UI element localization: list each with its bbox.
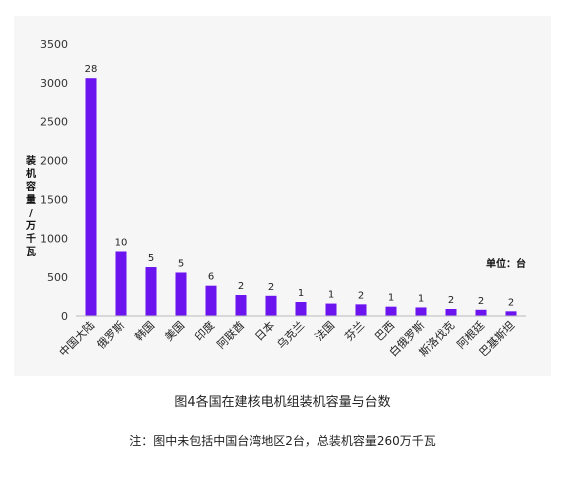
figure-note: 注：图中未包括中国台湾地区2台，总装机容量260万千瓦 — [129, 434, 436, 448]
bar — [85, 78, 97, 316]
chart-panel: 0 500 1000 1500 2000 2500 3000 3500 28 10 5 5 6 2 2 1 1… — [14, 16, 551, 376]
y-tick-label: 2000 — [40, 155, 68, 168]
y-tick-label: 1500 — [40, 193, 68, 206]
y-tick-label: 3000 — [40, 77, 68, 90]
y-tick-label: 0 — [61, 310, 68, 323]
x-category-label: 中国大陆 — [56, 318, 97, 359]
bar — [325, 303, 337, 316]
bars — [85, 78, 517, 316]
y-axis-title: 装机容量 /万千瓦 — [25, 154, 36, 258]
bar — [145, 267, 157, 316]
x-category-label: 法国 — [312, 318, 337, 343]
x-category-label: 印度 — [192, 318, 217, 343]
bar — [235, 295, 247, 316]
bar-data-label: 2 — [478, 296, 484, 307]
y-axis-ticks: 0 500 1000 1500 2000 2500 3000 3500 — [40, 38, 68, 323]
x-category-label: 阿联酋 — [214, 318, 247, 351]
bar-data-label: 28 — [85, 64, 98, 75]
bar-data-label: 2 — [268, 282, 274, 293]
bar — [505, 311, 517, 316]
bar-data-label: 2 — [448, 295, 454, 306]
bar — [115, 251, 127, 316]
x-category-label: 乌克兰 — [274, 318, 307, 351]
y-axis-title-char: 量 — [26, 193, 36, 206]
bar — [415, 307, 427, 316]
bar-data-label: 2 — [238, 281, 244, 292]
bar-data-label: 2 — [508, 297, 514, 308]
bar-data-label: 2 — [358, 290, 364, 301]
bar — [175, 272, 187, 316]
bar-data-label: 10 — [115, 237, 128, 248]
bar — [355, 304, 367, 316]
x-category-label: 日本 — [252, 318, 277, 343]
x-category-label: 俄罗斯 — [95, 319, 128, 352]
bar-chart: 0 500 1000 1500 2000 2500 3000 3500 28 10 5 5 6 2 2 1 1… — [25, 38, 526, 359]
y-axis-title-char: / — [29, 208, 33, 219]
y-tick-label: 1000 — [40, 232, 68, 245]
bar-data-label: 1 — [298, 288, 304, 299]
y-axis-title-char: 瓦 — [26, 246, 36, 258]
y-axis-title-char: 千 — [26, 232, 36, 245]
bar — [295, 302, 307, 316]
y-tick-label: 500 — [47, 271, 68, 284]
bar — [265, 295, 277, 316]
bar-data-label: 1 — [328, 290, 334, 301]
x-category-label: 芬兰 — [342, 319, 367, 344]
bar-data-label: 5 — [178, 258, 184, 269]
x-category-label: 美国 — [162, 319, 187, 344]
bar-data-label: 1 — [388, 293, 394, 304]
x-category-label: 巴西 — [372, 319, 397, 344]
y-axis-title-char: 万 — [25, 220, 36, 232]
bar — [475, 309, 487, 316]
y-tick-label: 2500 — [40, 116, 68, 129]
bar — [205, 285, 217, 316]
bar — [445, 309, 457, 316]
data-labels: 28 10 5 5 6 2 2 1 1 2 1 1 2 2 2 — [85, 64, 515, 308]
x-category-label: 韩国 — [132, 318, 157, 343]
bar-data-label: 6 — [208, 272, 214, 283]
y-tick-label: 3500 — [40, 38, 68, 51]
bar-data-label: 5 — [148, 253, 154, 264]
bar-data-label: 1 — [418, 293, 424, 304]
figure-caption: 图4各国在建核电机组装机容量与台数 — [174, 395, 391, 410]
y-axis-title-char: 容 — [25, 180, 36, 193]
y-axis-title-char: 机 — [26, 167, 36, 180]
y-axis-title-char: 装 — [25, 154, 36, 167]
unit-label: 单位：台 — [486, 257, 526, 270]
bar — [385, 306, 397, 316]
